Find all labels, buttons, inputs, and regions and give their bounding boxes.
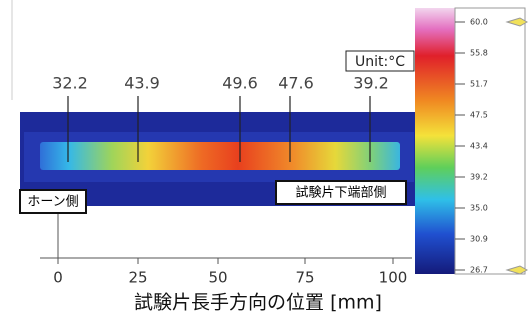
temperature-label: 39.2 [353,74,389,93]
temperature-label: 43.9 [124,74,160,93]
unit-label: Unit:°C [355,54,405,70]
x-tick-label: 50 [208,269,227,287]
scale-tick-label: 55.8 [470,49,488,58]
scale-tick-label: 51.7 [470,80,488,89]
x-tick-label: 25 [128,269,147,287]
scale-tick-label: 47.5 [470,111,488,120]
scale-tick-label: 26.7 [470,266,488,275]
right-label: 試験片下端部側 [295,185,386,201]
scale-tick-label: 60.0 [470,18,488,27]
temperature-label: 32.2 [52,74,88,93]
scale-tick-label: 43.4 [470,142,488,151]
scale-tick-label: 39.2 [470,173,488,182]
thermal-strip [40,142,400,170]
x-axis-label: 試験片長手方向の位置 [mm] [134,292,382,314]
x-tick-label: 100 [379,269,408,287]
color-scale-panel [455,8,525,274]
left-label: ホーン側 [27,195,78,210]
color-bar [415,8,455,274]
scale-tick-label: 30.9 [470,235,488,244]
temperature-label: 47.6 [278,74,314,93]
x-tick-label: 75 [295,269,314,287]
temperature-label: 49.6 [222,74,258,93]
scale-tick-label: 35.0 [470,204,488,213]
figure: 32.2 43.9 49.6 47.6 39.2 Unit:°C ホーン側 試験… [0,0,529,321]
x-tick-label: 0 [53,269,63,287]
